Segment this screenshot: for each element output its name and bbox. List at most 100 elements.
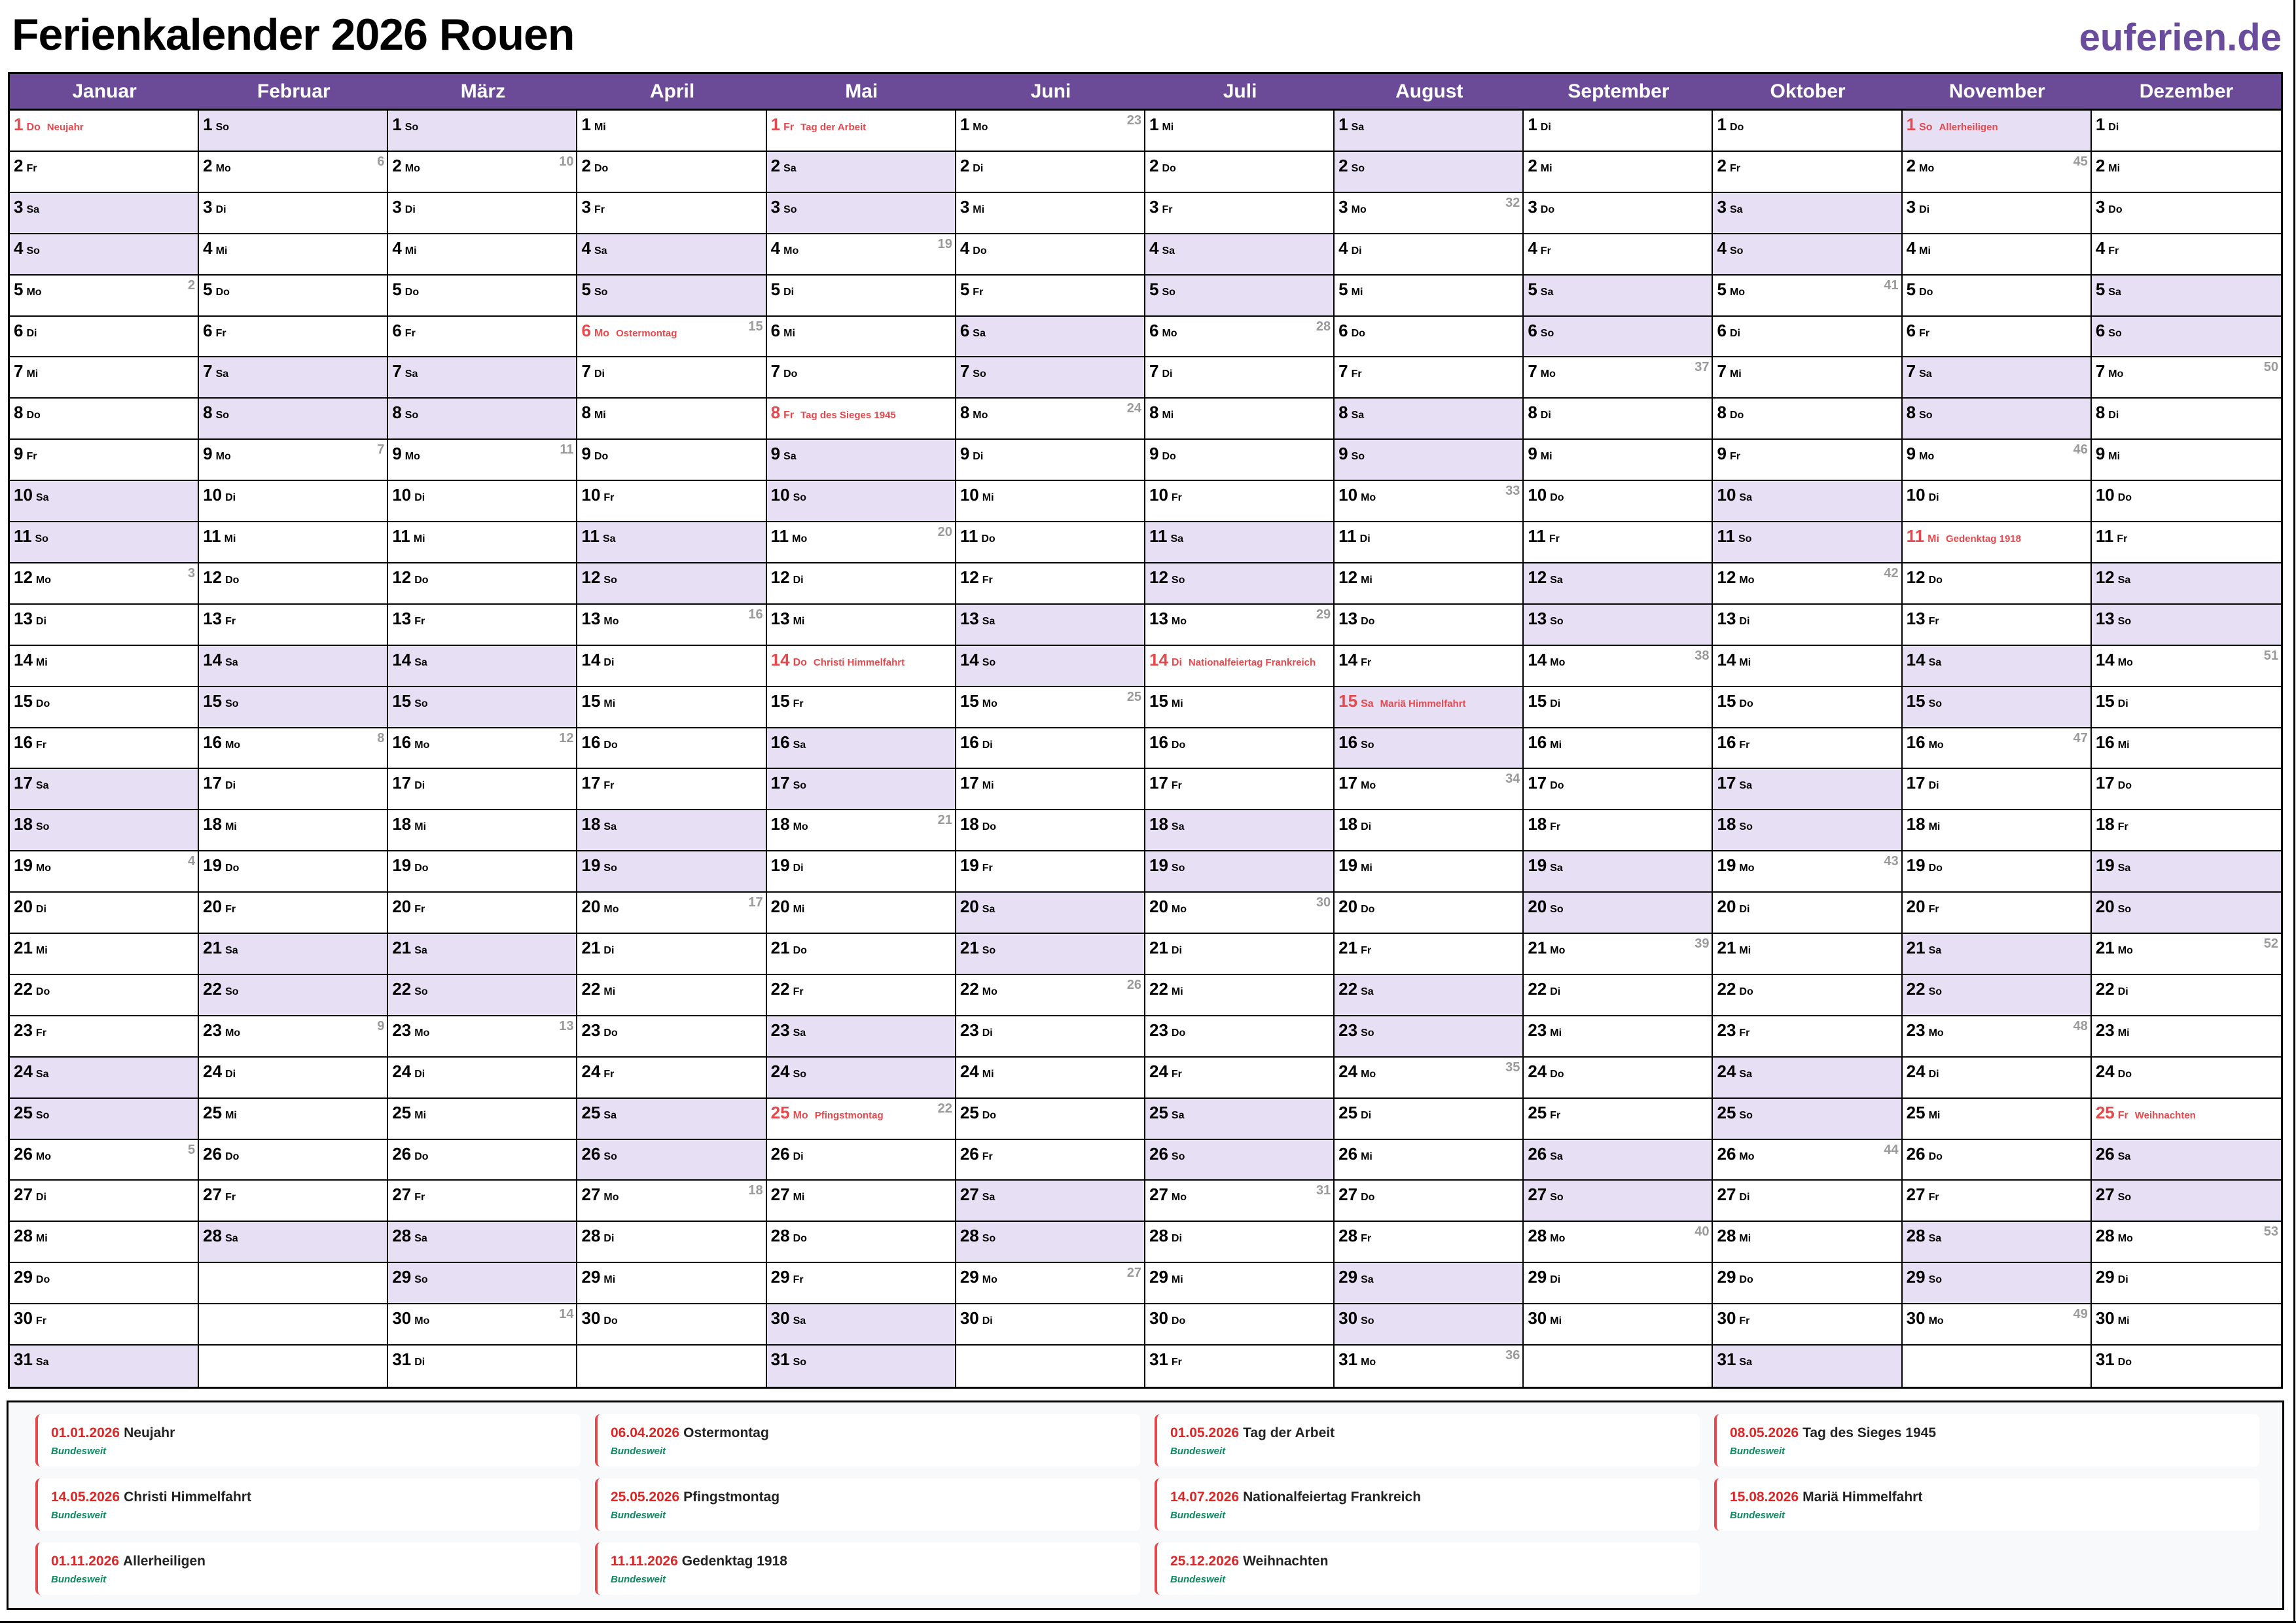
day-cell[interactable]: 25 Sa [577,1098,767,1140]
day-cell[interactable]: 5 Do [1902,275,2092,317]
day-cell[interactable]: 30 Sa [766,1304,956,1346]
day-cell[interactable]: 24 Di [199,1057,389,1099]
day-cell[interactable]: 5 Sa [1524,275,1713,317]
day-cell[interactable]: 21 Di [1145,934,1335,975]
day-cell[interactable]: 26 Mo 44 [1713,1139,1903,1181]
day-cell[interactable]: 17 Fr [1145,769,1335,811]
day-cell[interactable]: 13 So [2091,604,2281,646]
day-cell[interactable]: 27 Fr [1902,1181,2092,1222]
day-cell[interactable]: 29 Fr [766,1263,956,1305]
day-cell[interactable]: 1 Mi [577,111,767,152]
day-cell[interactable]: 1 So Allerheiligen [1902,111,2092,152]
day-cell[interactable]: 19 Fr [956,851,1145,893]
day-cell[interactable]: 24 Fr [1145,1057,1335,1099]
day-cell[interactable]: 2 Di [956,151,1145,193]
day-cell[interactable]: 16 Fr [1713,728,1903,770]
day-cell[interactable]: 29 Mo 27 [956,1263,1145,1305]
day-cell[interactable]: 18 So [10,810,200,852]
day-cell[interactable]: 10 Do [1524,481,1713,523]
day-cell[interactable]: 3 Di [388,192,578,234]
day-cell[interactable]: 25 So [1713,1098,1903,1140]
day-cell[interactable]: 17 Mo 34 [1335,769,1524,811]
day-cell[interactable]: 17 Sa [1713,769,1903,811]
day-cell[interactable]: 17 Mi [956,769,1145,811]
day-cell[interactable]: 10 Fr [1145,481,1335,523]
day-cell[interactable]: 21 Mo 52 [2091,934,2281,975]
day-cell[interactable]: 19 Do [388,851,578,893]
day-cell[interactable]: 28 Do [766,1222,956,1264]
day-cell[interactable]: 3 Sa [1713,192,1903,234]
day-cell[interactable]: 30 Mo 14 [388,1304,578,1346]
day-cell[interactable]: 30 So [1335,1304,1524,1346]
day-cell[interactable]: 26 Mi [1335,1139,1524,1181]
brand-logo[interactable]: euferien.de [2079,16,2282,59]
day-cell[interactable]: 19 Sa [1524,851,1713,893]
day-cell[interactable]: 10 Sa [1713,481,1903,523]
day-cell[interactable]: 29 Mi [1145,1263,1335,1305]
day-cell[interactable]: 5 Fr [956,275,1145,317]
day-cell[interactable]: 6 So [1524,316,1713,358]
day-cell[interactable]: 26 Do [199,1139,389,1181]
day-cell[interactable]: 27 Di [10,1181,200,1222]
day-cell[interactable]: 3 Di [199,192,389,234]
day-cell[interactable]: 5 So [1145,275,1335,317]
day-cell[interactable]: 17 Di [1902,769,2092,811]
day-cell[interactable]: 9 So [1335,440,1524,482]
day-cell[interactable]: 28 Mi [10,1222,200,1264]
day-cell[interactable]: 16 Mo 8 [199,728,389,770]
day-cell[interactable]: 15 Mo 25 [956,687,1145,728]
day-cell[interactable]: 21 Do [766,934,956,975]
day-cell[interactable]: 11 Mi Gedenktag 1918 [1902,522,2092,563]
day-cell[interactable]: 29 Di [2091,1263,2281,1305]
day-cell[interactable]: 15 So [388,687,578,728]
day-cell[interactable]: 1 So [199,111,389,152]
day-cell[interactable]: 3 Do [1524,192,1713,234]
day-cell[interactable]: 5 Di [766,275,956,317]
day-cell[interactable]: 16 Mi [2091,728,2281,770]
day-cell[interactable]: 17 Fr [577,769,767,811]
day-cell[interactable]: 6 Di [1713,316,1903,358]
day-cell[interactable]: 11 Sa [577,522,767,563]
day-cell[interactable]: 9 Fr [1713,440,1903,482]
day-cell[interactable]: 24 Di [1902,1057,2092,1099]
day-cell[interactable]: 17 So [766,769,956,811]
day-cell[interactable]: 18 Fr [2091,810,2281,852]
day-cell[interactable]: 28 Sa [1902,1222,2092,1264]
day-cell[interactable]: 19 Mi [1335,851,1524,893]
day-cell[interactable]: 25 Mi [388,1098,578,1140]
day-cell[interactable]: 7 Sa [199,357,389,399]
day-cell[interactable]: 28 Sa [199,1222,389,1264]
day-cell[interactable]: 2 Mo 6 [199,151,389,193]
day-cell[interactable]: 27 So [1524,1181,1713,1222]
day-cell[interactable]: 12 So [1145,563,1335,605]
day-cell[interactable]: 30 Fr [10,1304,200,1346]
day-cell[interactable]: 4 Mi [199,234,389,276]
day-cell[interactable]: 4 So [10,234,200,276]
day-cell[interactable]: 12 Do [388,563,578,605]
day-cell[interactable]: 8 Do [10,399,200,440]
day-cell[interactable]: 16 Do [1145,728,1335,770]
day-cell[interactable]: 7 Di [577,357,767,399]
day-cell[interactable]: 9 Di [956,440,1145,482]
day-cell[interactable]: 25 So [10,1098,200,1140]
day-cell[interactable]: 20 Di [10,893,200,935]
day-cell[interactable]: 24 Sa [1713,1057,1903,1099]
day-cell[interactable]: 12 So [577,563,767,605]
day-cell[interactable]: 5 Sa [2091,275,2281,317]
day-cell[interactable]: 3 Fr [577,192,767,234]
day-cell[interactable]: 4 Mo 19 [766,234,956,276]
day-cell[interactable]: 13 Fr [199,604,389,646]
day-cell[interactable]: 26 Do [388,1139,578,1181]
day-cell[interactable]: 19 Mo 4 [10,851,200,893]
day-cell[interactable]: 4 Mi [1902,234,2092,276]
day-cell[interactable]: 3 Sa [10,192,200,234]
day-cell[interactable]: 16 Di [956,728,1145,770]
day-cell[interactable]: 11 Do [956,522,1145,563]
day-cell[interactable]: 13 Fr [1902,604,2092,646]
day-cell[interactable]: 17 Sa [10,769,200,811]
day-cell[interactable]: 5 Mo 2 [10,275,200,317]
day-cell[interactable]: 9 Fr [10,440,200,482]
day-cell[interactable]: 19 So [1145,851,1335,893]
day-cell[interactable]: 16 Do [577,728,767,770]
day-cell[interactable]: 30 Di [956,1304,1145,1346]
